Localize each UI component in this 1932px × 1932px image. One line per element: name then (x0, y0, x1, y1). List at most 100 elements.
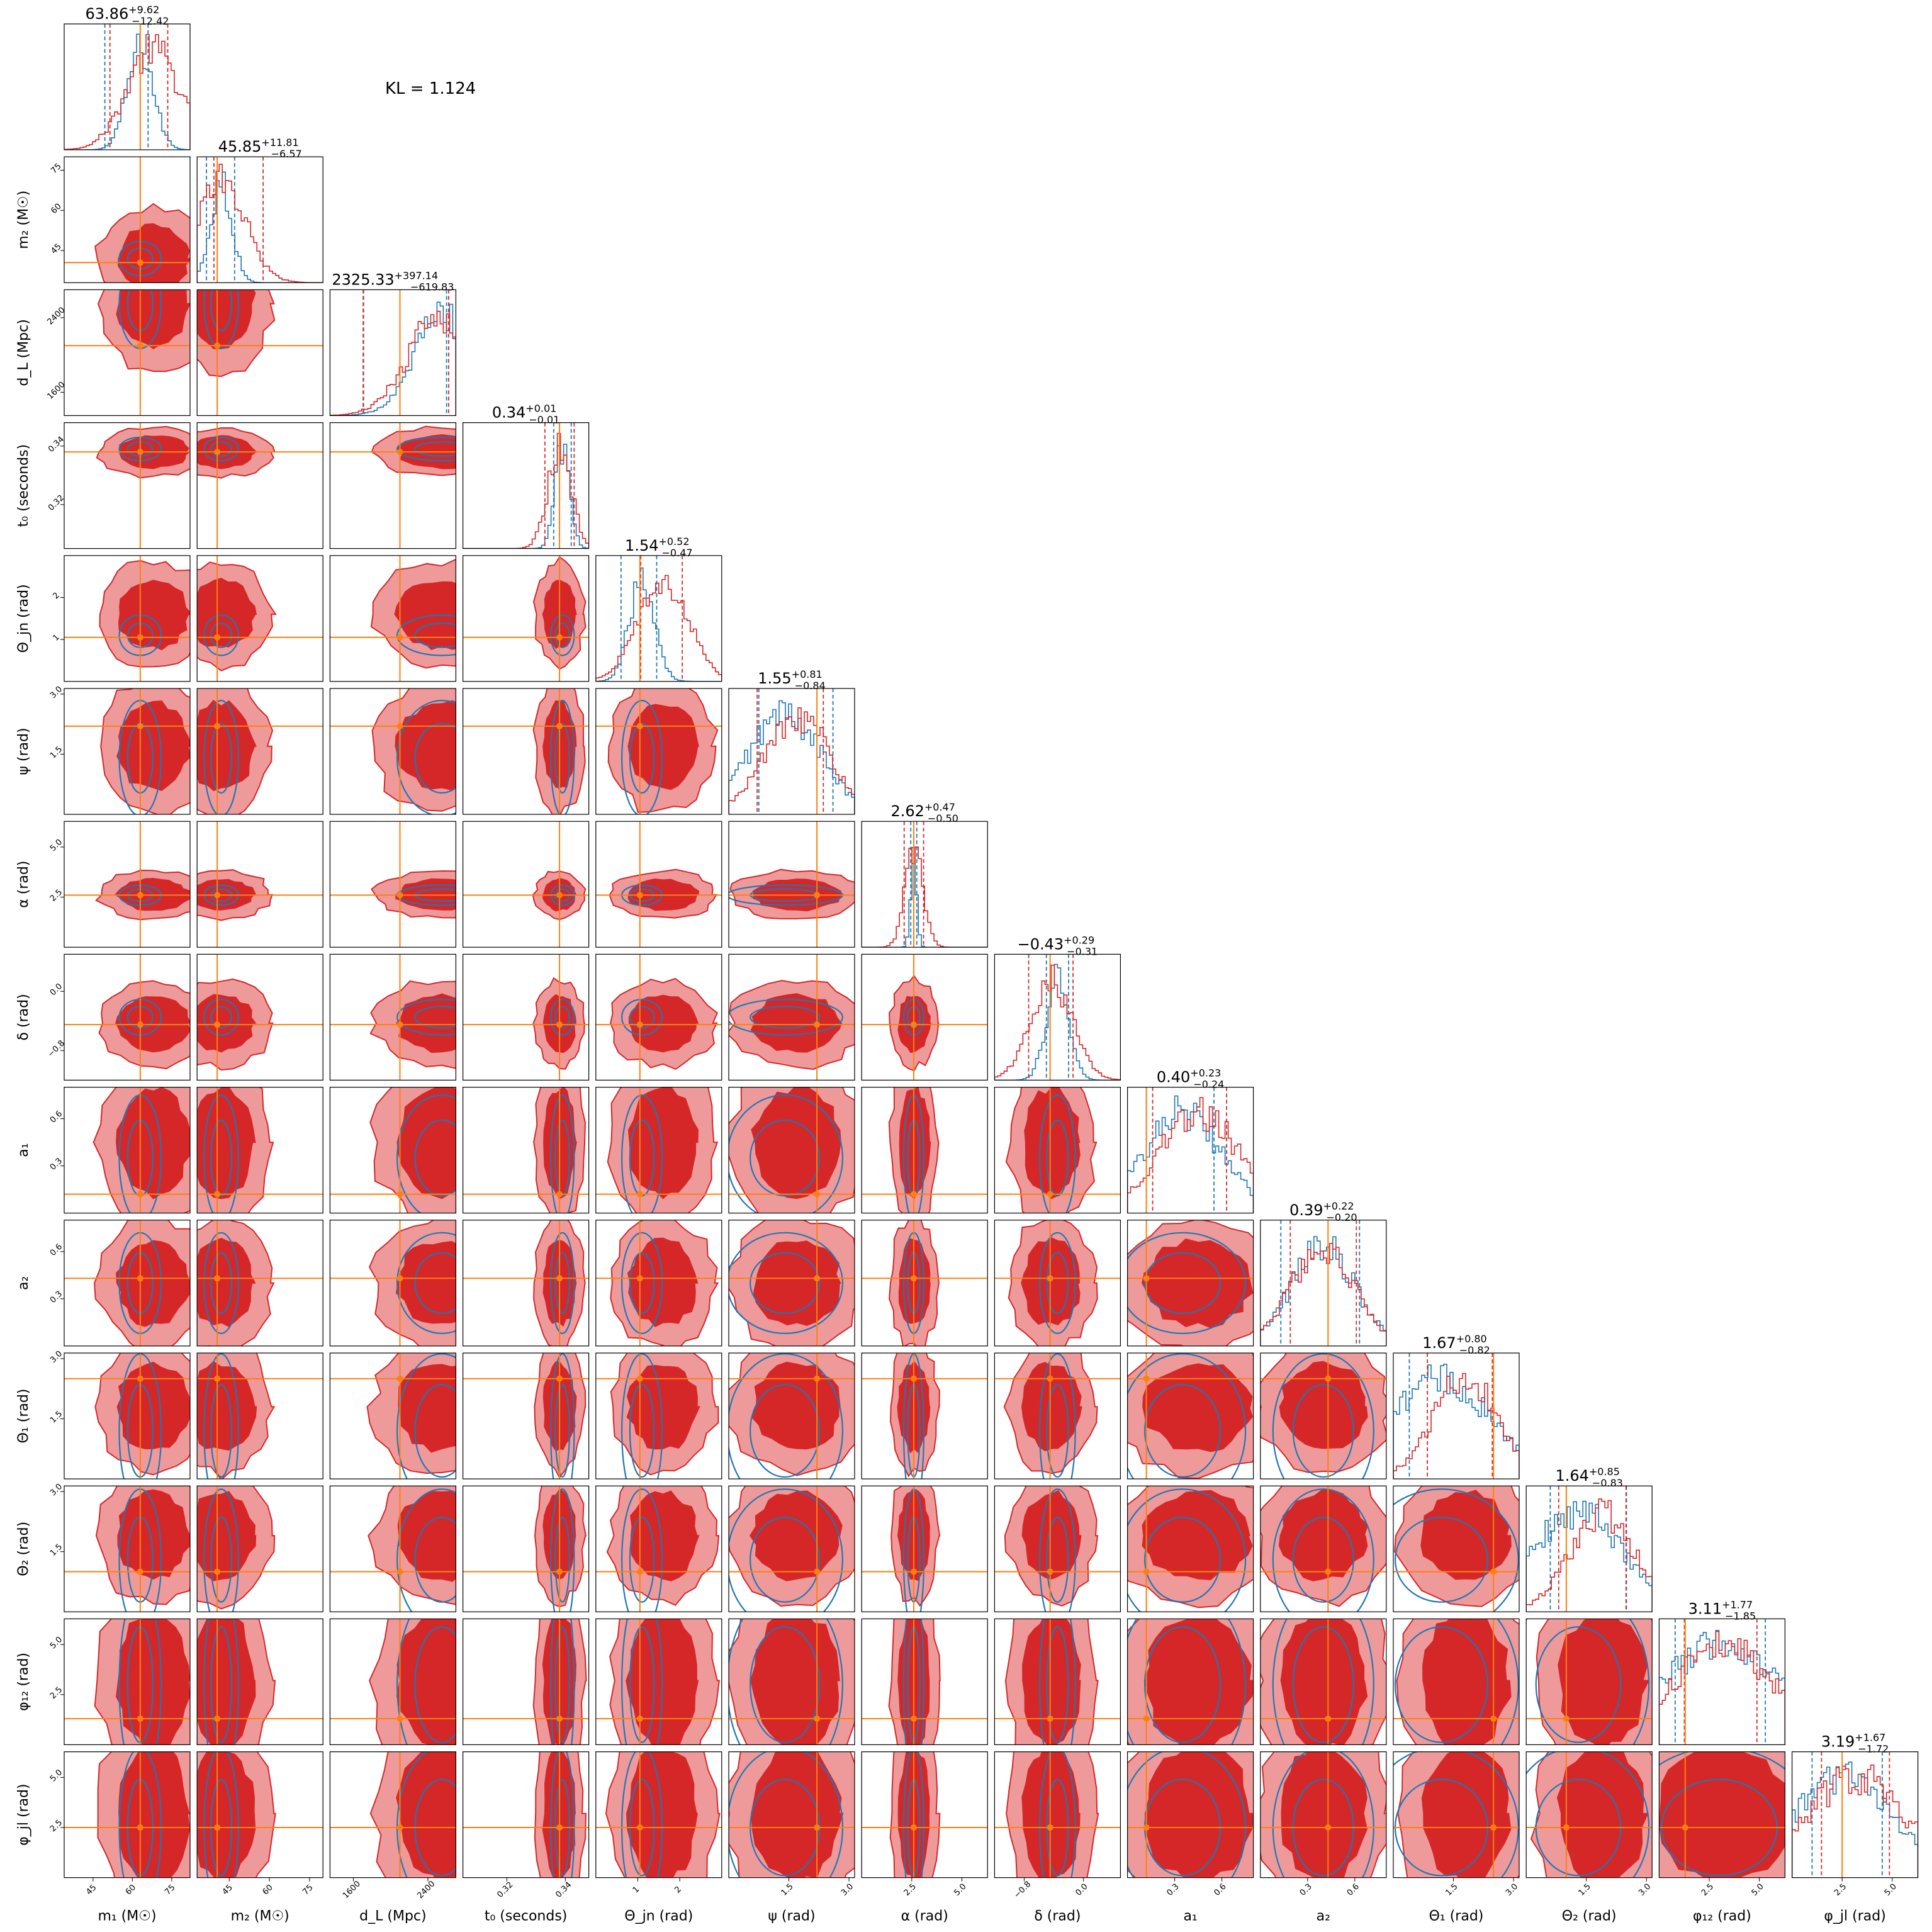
inner-contour (1021, 1362, 1082, 1452)
panel-psi-phijl: 1.5 3.0 ψ (rad) (728, 1751, 855, 1924)
panel-thetajn-a2 (595, 1220, 722, 1347)
panel-frame (64, 1485, 191, 1612)
panel-content (862, 1751, 988, 1878)
panel-content (197, 1087, 323, 1213)
panel-frame (329, 1352, 457, 1480)
red-histogram-a1 (1127, 1097, 1254, 1213)
blue-contour (550, 999, 575, 1036)
blue-contour (621, 999, 663, 1036)
truth-point (396, 722, 403, 729)
panel-content (729, 688, 855, 814)
panel-content (1127, 1087, 1254, 1213)
blue-contour (203, 999, 239, 1036)
panel-content (64, 157, 190, 283)
panel-content (197, 555, 323, 682)
panel-t0-a2 (462, 1220, 590, 1347)
truth-point (556, 722, 563, 729)
y-axis-label-m2: m₂ (M☉) (16, 191, 31, 249)
truth-point (396, 1021, 403, 1028)
blue-contour (210, 441, 232, 457)
panel-m2-phi12 (196, 1618, 323, 1745)
x-axis-label-psi: ψ (rad) (768, 1909, 815, 1924)
truth-point (911, 1568, 918, 1575)
x-tick-label: 0.32 (495, 1880, 515, 1900)
panel-content (64, 688, 190, 814)
panel-content (595, 954, 722, 1081)
truth-point (1563, 1824, 1570, 1831)
blue-contour (414, 1252, 456, 1314)
truth-point (396, 1275, 403, 1282)
panel-content (729, 1353, 855, 1479)
inner-contour (397, 1490, 456, 1582)
panel-content (197, 422, 323, 549)
panel-frame (329, 1751, 457, 1879)
inner-contour (1558, 1619, 1650, 1745)
panel-dL-a1 (329, 1086, 457, 1214)
panel-frame (196, 953, 323, 1081)
truth-point (814, 1275, 821, 1282)
blue-contour (1046, 1252, 1069, 1314)
blue-contour (1039, 1094, 1076, 1213)
panel-frame (728, 1485, 855, 1612)
panel-frame (861, 1220, 988, 1347)
truth-point (814, 1021, 821, 1028)
x-tick-label: 2.5 (902, 1882, 918, 1898)
panel-frame (1525, 1751, 1653, 1879)
blue-contour (621, 1353, 663, 1479)
truth-point (636, 1021, 643, 1028)
blue-contour (1526, 1619, 1650, 1745)
red-histogram-delta (994, 964, 1121, 1081)
panel-content (463, 422, 589, 549)
panel-frame (595, 821, 722, 948)
blue-contour (750, 1119, 821, 1197)
panel-dL-theta1 (329, 1352, 457, 1480)
panel-delta-a2 (994, 1220, 1121, 1347)
y-tick-label: 0.6 (48, 1109, 64, 1125)
blue-histogram-m2 (197, 171, 323, 283)
truth-point (636, 1375, 643, 1382)
panel-background (1659, 1619, 1785, 1745)
blue-contour (1127, 1619, 1247, 1745)
x-tick-label: 60 (124, 1883, 138, 1897)
blue-contour (554, 1252, 571, 1314)
inner-contour (197, 289, 256, 349)
panel-theta2-theta2: 1.64+0.85 −0.83 (1525, 1466, 1653, 1612)
inner-contour (628, 994, 699, 1053)
panel-phijl-phijl: 3.19+1.67 −1.722.5 5.0φ_jl (rad) (1792, 1732, 1919, 1924)
red-histogram-t0 (463, 432, 589, 549)
inner-contour (117, 1489, 190, 1580)
panel-m2-delta (196, 953, 323, 1081)
blue-contour (210, 289, 232, 332)
blue-contour (1039, 1488, 1076, 1612)
panel-content (862, 1486, 988, 1612)
blue-contour (1046, 1626, 1069, 1743)
panel-a2-a2: 0.39+0.22 −0.20 (1260, 1200, 1387, 1347)
y-tick-label: 0.0 (48, 982, 64, 997)
inner-contour (1556, 1751, 1649, 1878)
truth-point (214, 634, 221, 641)
panel-m2-thetajn (196, 555, 323, 682)
panel-frame (994, 1751, 1121, 1879)
x-tick-label: 5.0 (952, 1882, 968, 1898)
truth-point (214, 449, 221, 456)
panel-content (1526, 1619, 1653, 1745)
panel-delta-theta1 (994, 1352, 1121, 1480)
panel-thetajn-psi (595, 688, 722, 815)
marginal-title-psi: 1.55+0.81 −0.84 (758, 668, 826, 692)
blue-contour (1046, 1384, 1069, 1478)
blue-histogram-t0 (463, 444, 589, 549)
panel-frame (595, 688, 722, 815)
panel-frame (329, 953, 457, 1081)
inner-contour (1280, 1619, 1368, 1745)
panel-frame (595, 953, 722, 1081)
truth-point (556, 1375, 563, 1382)
blue-contour (729, 1619, 843, 1745)
panel-content (330, 821, 456, 948)
panel-dL-theta2 (329, 1485, 457, 1612)
blue-histogram-phijl (1792, 1761, 1918, 1878)
blue-contour (729, 1232, 843, 1334)
panel-content (1659, 1751, 1785, 1878)
blue-contour (210, 1626, 232, 1743)
panel-m1-theta2: 1.5 3.0 Θ₂ (rad) (16, 1482, 191, 1612)
truth-point (636, 722, 643, 729)
